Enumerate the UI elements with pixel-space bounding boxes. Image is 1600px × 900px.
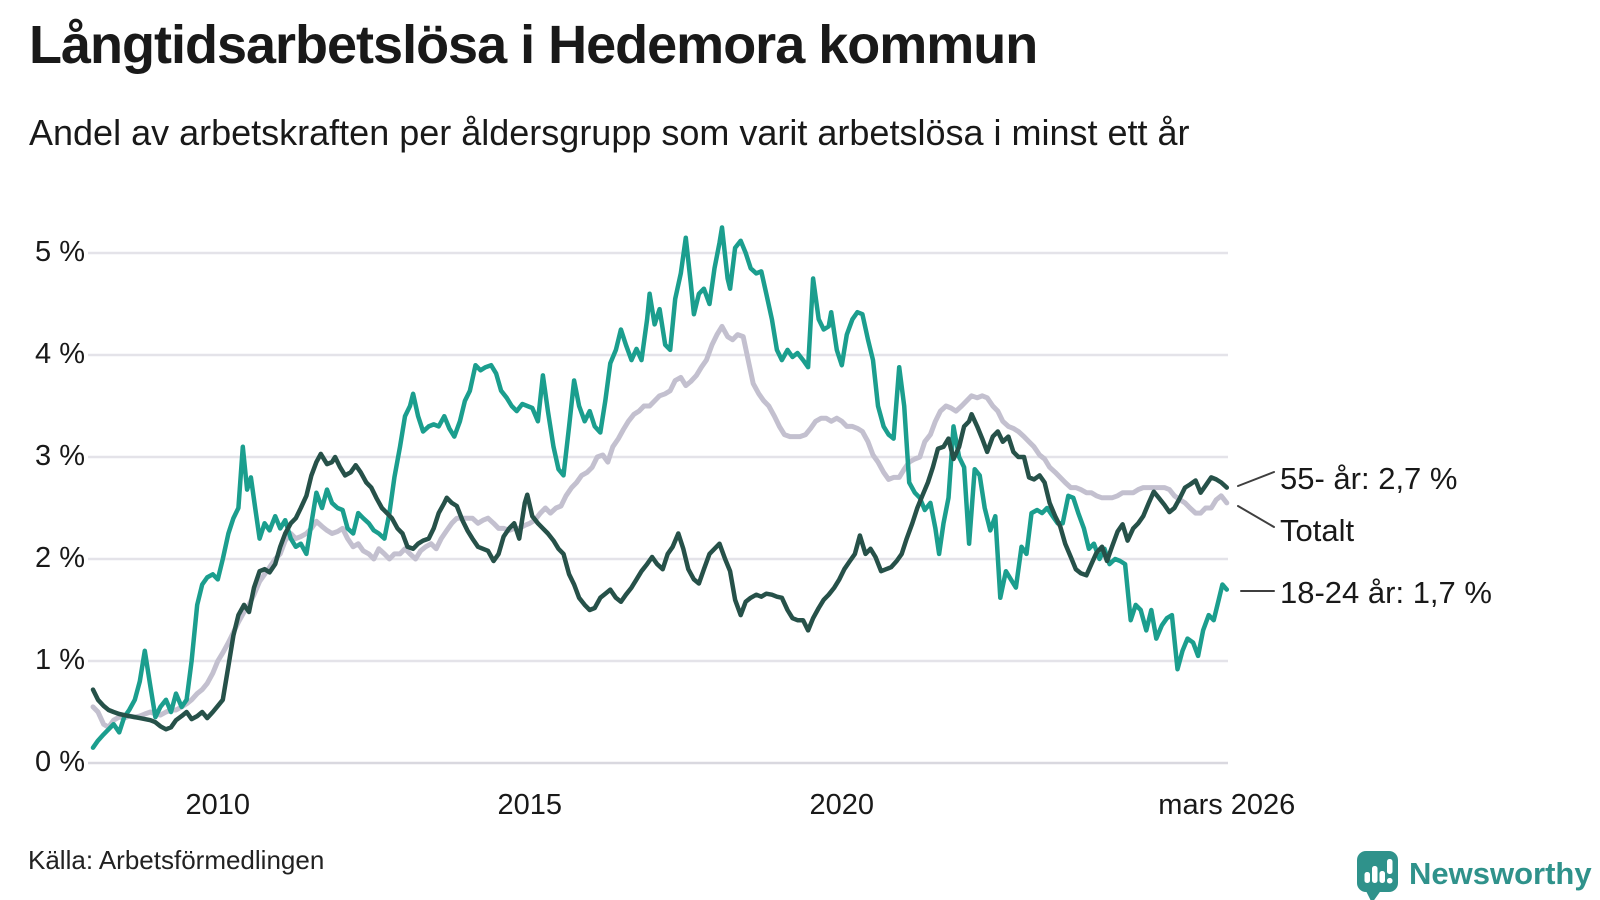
- x-tick-label: 2015: [497, 789, 563, 821]
- y-tick-label: 3 %: [35, 440, 85, 472]
- y-tick-label: 2 %: [35, 542, 85, 574]
- series-line-55-r: [90, 411, 1230, 732]
- x-tick-label: 2010: [185, 789, 251, 821]
- series-line-18-24r: [90, 225, 1230, 750]
- newsworthy-logo-icon: [1357, 851, 1398, 900]
- y-tick-label: 0 %: [35, 746, 85, 778]
- y-tick-label: 1 %: [35, 644, 85, 676]
- x-tick-label: 2020: [809, 789, 875, 821]
- y-tick-label: 5 %: [35, 236, 85, 268]
- series-label-totalt: Totalt: [1280, 513, 1355, 548]
- connector-55: [1237, 471, 1275, 487]
- series-line-totalt: [90, 323, 1230, 730]
- gridlines: [88, 251, 1228, 765]
- series-label-18-24: 18-24 år: 1,7 %: [1280, 575, 1492, 610]
- connector-totalt: [1237, 505, 1275, 528]
- chart-subtitle: Andel av arbetskraften per åldersgrupp s…: [29, 112, 1190, 153]
- page-title: Långtidsarbetslösa i Hedemora kommun: [29, 15, 1038, 75]
- source-note: Källa: Arbetsförmedlingen: [28, 845, 325, 875]
- x-tick-label: mars 2026: [1158, 789, 1296, 821]
- newsworthy-logo-text: Newsworthy: [1409, 856, 1592, 891]
- series-label-55: 55- år: 2,7 %: [1280, 461, 1458, 496]
- y-tick-label: 4 %: [35, 338, 85, 370]
- series-lines: [90, 225, 1230, 750]
- annotation-connectors: [1237, 471, 1275, 592]
